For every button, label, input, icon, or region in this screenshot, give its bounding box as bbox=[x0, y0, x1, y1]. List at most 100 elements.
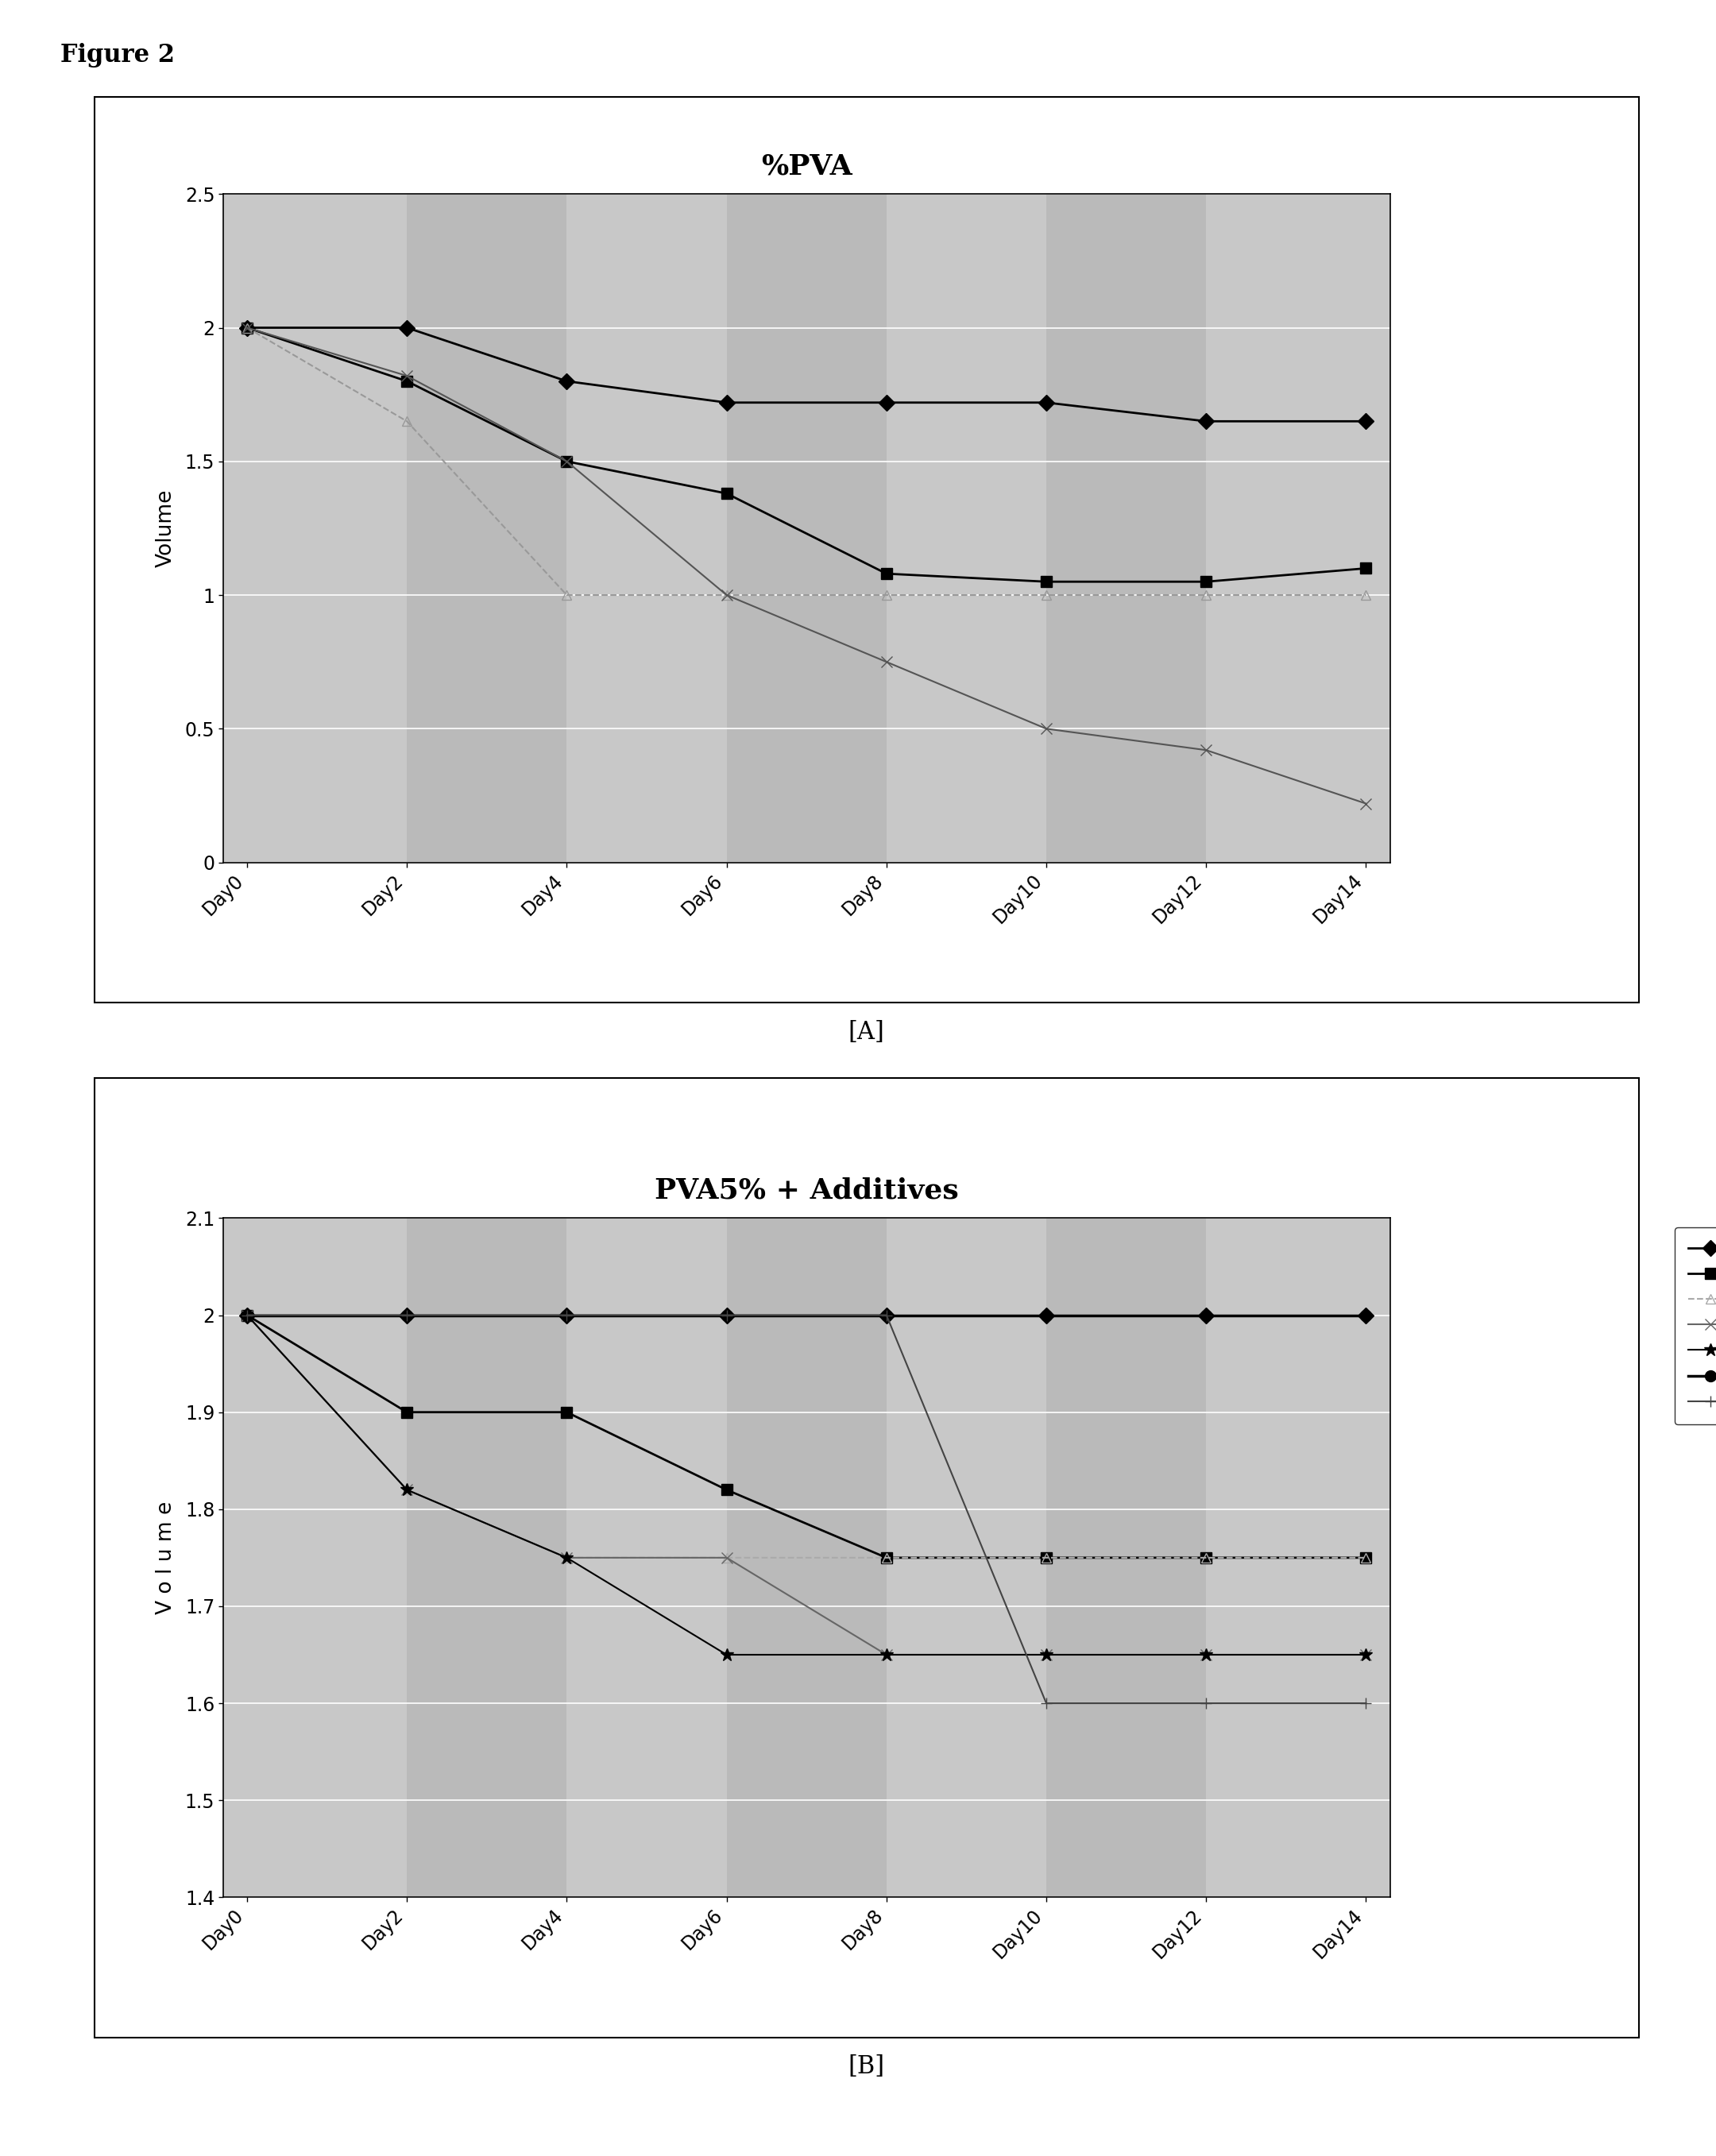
10%Alb bbox=[877, 1544, 897, 1570]
3%PVA bbox=[1356, 582, 1376, 608]
Line: 5%Alb: 5%Alb bbox=[242, 1309, 1371, 1563]
5%PVP bbox=[877, 1302, 897, 1328]
3%PVA bbox=[1196, 582, 1217, 608]
2%PVA bbox=[396, 362, 417, 388]
3%PVA bbox=[396, 407, 417, 433]
5%PVP bbox=[556, 1302, 577, 1328]
5%PVA bbox=[1036, 390, 1057, 416]
Title: PVA5% + Additives: PVA5% + Additives bbox=[654, 1177, 959, 1203]
Line: 10%Dextran: 10%Dextran bbox=[240, 1309, 1373, 1662]
4%PVA bbox=[1356, 556, 1376, 582]
10%Dextran bbox=[1356, 1643, 1376, 1669]
5%PVP bbox=[716, 1302, 736, 1328]
4%PVA bbox=[556, 448, 577, 474]
Bar bbox=[407, 194, 566, 862]
4%PVA bbox=[237, 315, 257, 341]
10%Alb bbox=[556, 1544, 577, 1570]
10%PVP bbox=[1196, 1690, 1217, 1716]
Line: 3%PVA: 3%PVA bbox=[242, 323, 1371, 599]
Title: %PVA: %PVA bbox=[760, 153, 853, 179]
2%PVA bbox=[1356, 791, 1376, 817]
10%PVP bbox=[1356, 1690, 1376, 1716]
5%PVA bbox=[1196, 407, 1217, 433]
10%Alb bbox=[716, 1544, 736, 1570]
Text: Figure 2: Figure 2 bbox=[60, 43, 175, 67]
Text: [B]: [B] bbox=[848, 2055, 885, 2078]
2%PVA bbox=[1036, 716, 1057, 742]
3%PVA bbox=[556, 582, 577, 608]
10%Dextran bbox=[877, 1643, 897, 1669]
5%Dextran bbox=[396, 1477, 417, 1503]
5%Dextran bbox=[1036, 1643, 1057, 1669]
5%PVA bbox=[716, 1302, 736, 1328]
10%Alb bbox=[237, 1302, 257, 1328]
Line: 2%PVA: 2%PVA bbox=[242, 321, 1371, 808]
Legend: 5%PVA, 5%Alb, 10%Alb, 5%Dextran, 10%Dextran, 5%PVP, 10%PVP: 5%PVA, 5%Alb, 10%Alb, 5%Dextran, 10%Dext… bbox=[1675, 1227, 1716, 1425]
Bar bbox=[726, 194, 887, 862]
2%PVA bbox=[877, 649, 897, 675]
3%PVA bbox=[1036, 582, 1057, 608]
5%PVP bbox=[1356, 1302, 1376, 1328]
5%PVA bbox=[556, 369, 577, 395]
Line: 10%Alb: 10%Alb bbox=[242, 1311, 1371, 1563]
5%Alb bbox=[877, 1544, 897, 1570]
5%PVA bbox=[396, 1302, 417, 1328]
5%PVA bbox=[716, 390, 736, 416]
5%PVA bbox=[877, 390, 897, 416]
5%PVA bbox=[1356, 1302, 1376, 1328]
Line: 4%PVA: 4%PVA bbox=[242, 321, 1371, 586]
Bar bbox=[1047, 194, 1206, 862]
5%Alb bbox=[396, 1399, 417, 1425]
10%PVP bbox=[556, 1302, 577, 1328]
10%Dextran bbox=[237, 1302, 257, 1328]
5%PVA bbox=[237, 1302, 257, 1328]
5%PVP bbox=[396, 1302, 417, 1328]
10%Alb bbox=[1356, 1544, 1376, 1570]
5%PVA bbox=[237, 315, 257, 341]
10%Dextran bbox=[1036, 1643, 1057, 1669]
4%PVA bbox=[877, 561, 897, 586]
10%Dextran bbox=[716, 1643, 736, 1669]
10%PVP bbox=[237, 1302, 257, 1328]
Y-axis label: V o l u m e: V o l u m e bbox=[156, 1501, 177, 1615]
10%PVP bbox=[716, 1302, 736, 1328]
5%PVA bbox=[877, 1302, 897, 1328]
10%PVP bbox=[396, 1302, 417, 1328]
10%PVP bbox=[1036, 1690, 1057, 1716]
10%Alb bbox=[396, 1477, 417, 1503]
Bar bbox=[726, 1218, 887, 1897]
Line: 10%PVP: 10%PVP bbox=[242, 1309, 1371, 1710]
4%PVA bbox=[716, 481, 736, 507]
5%PVP bbox=[1196, 1302, 1217, 1328]
5%Dextran bbox=[716, 1544, 736, 1570]
Bar bbox=[407, 1218, 566, 1897]
Text: [A]: [A] bbox=[848, 1020, 885, 1044]
Line: 5%PVP: 5%PVP bbox=[242, 1309, 1371, 1322]
5%PVP bbox=[237, 1302, 257, 1328]
5%Alb bbox=[1356, 1544, 1376, 1570]
Y-axis label: Volume: Volume bbox=[156, 489, 177, 567]
2%PVA bbox=[556, 448, 577, 474]
5%Alb bbox=[1196, 1544, 1217, 1570]
5%Alb bbox=[1036, 1544, 1057, 1570]
3%PVA bbox=[877, 582, 897, 608]
5%Dextran bbox=[877, 1643, 897, 1669]
5%Alb bbox=[237, 1302, 257, 1328]
5%Alb bbox=[556, 1399, 577, 1425]
Line: 5%PVA: 5%PVA bbox=[242, 321, 1371, 427]
Bar bbox=[1047, 1218, 1206, 1897]
Line: 5%PVA: 5%PVA bbox=[242, 1309, 1371, 1322]
10%Dextran bbox=[1196, 1643, 1217, 1669]
5%PVA bbox=[1196, 1302, 1217, 1328]
5%PVA bbox=[1356, 407, 1376, 433]
5%PVA bbox=[556, 1302, 577, 1328]
5%PVP bbox=[1036, 1302, 1057, 1328]
5%Alb bbox=[716, 1477, 736, 1503]
2%PVA bbox=[716, 582, 736, 608]
5%PVA bbox=[1036, 1302, 1057, 1328]
5%Dextran bbox=[1356, 1643, 1376, 1669]
Line: 5%Dextran: 5%Dextran bbox=[242, 1309, 1371, 1660]
3%PVA bbox=[716, 582, 736, 608]
3%PVA bbox=[237, 315, 257, 341]
2%PVA bbox=[1196, 737, 1217, 763]
